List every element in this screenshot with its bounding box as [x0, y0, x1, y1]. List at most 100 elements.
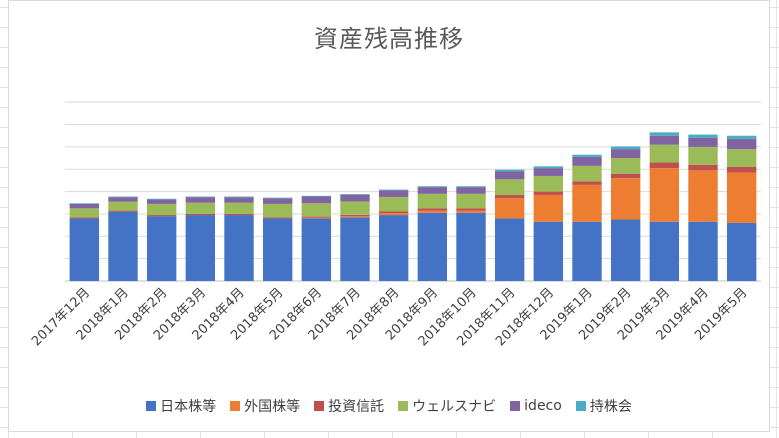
bar-segment-外国株等 — [378, 213, 409, 216]
bar-segment-外国株等 — [649, 168, 680, 222]
bar-segment-ウェルスナビ — [224, 202, 254, 214]
bar-segment-日本株等 — [378, 215, 409, 281]
bar-segment-外国株等 — [533, 194, 564, 222]
bar-segment-日本株等 — [185, 215, 216, 281]
bar-segment-ideco — [69, 203, 100, 209]
legend-item: 投資信託 — [314, 396, 384, 416]
bar-segment-持株会 — [108, 196, 138, 198]
bar-segment-持株会 — [726, 135, 757, 140]
bar-segment-日本株等 — [494, 218, 525, 281]
bar-segment-ideco — [494, 171, 525, 180]
bar-segment-投資信託 — [417, 208, 448, 211]
legend-swatch — [314, 401, 325, 411]
bar-segment-日本株等 — [649, 221, 680, 281]
legend-swatch — [510, 401, 521, 411]
bar-segment-日本株等 — [262, 218, 293, 281]
bar-segment-投資信託 — [108, 210, 138, 212]
bar-segment-投資信託 — [688, 164, 718, 171]
legend-label: 投資信託 — [328, 399, 385, 415]
bar-segment-ウェルスナビ — [688, 146, 718, 165]
bar-segment-外国株等 — [301, 217, 332, 219]
bar-segment-日本株等 — [688, 221, 718, 281]
bar-segment-ウェルスナビ — [69, 208, 100, 218]
bar-segment-投資信託 — [533, 191, 564, 195]
bar-segment-ウェルスナビ — [340, 201, 370, 215]
bar-segment-投資信託 — [301, 216, 332, 218]
bar-segment-ideco — [262, 198, 293, 204]
chart-plot: 2017年12月2018年1月2018年2月2018年3月2018年4月2018… — [29, 101, 761, 349]
bar-segment-投資信託 — [456, 208, 486, 211]
bar-segment-ideco — [185, 197, 216, 203]
legend-label: 持株会 — [589, 399, 632, 415]
bar-segment-日本株等 — [726, 222, 757, 281]
bar-segment-外国株等 — [688, 170, 718, 222]
bar-segment-ideco — [572, 156, 602, 166]
bar-segment-投資信託 — [224, 213, 254, 216]
legend-item: ideco — [510, 396, 562, 416]
bar-segment-持株会 — [224, 196, 254, 198]
bar-segment-ideco — [340, 194, 370, 202]
legend-swatch — [146, 401, 157, 411]
bar-segment-日本株等 — [533, 221, 564, 281]
bar-segment-持株会 — [572, 154, 602, 157]
bar-segment-日本株等 — [572, 221, 602, 281]
legend-label: 日本株等 — [160, 399, 217, 415]
bar-segment-ウェルスナビ — [456, 193, 486, 209]
bar-segment-ウェルスナビ — [494, 179, 525, 195]
legend-label: ideco — [524, 398, 562, 414]
legend-swatch — [575, 401, 586, 411]
legend-swatch — [398, 401, 409, 411]
bar-segment-日本株等 — [456, 212, 486, 281]
bar-segment-ウェルスナビ — [572, 165, 602, 182]
bar-segment-ウェルスナビ — [378, 196, 409, 212]
legend-item: 持株会 — [575, 396, 632, 416]
bar-segment-持株会 — [688, 134, 718, 138]
bar-segment-外国株等 — [456, 210, 486, 213]
bar-segment-投資信託 — [378, 211, 409, 214]
bar-segment-日本株等 — [610, 219, 641, 281]
bar-segment-持株会 — [494, 169, 525, 172]
chart-title: 資産残高推移 — [314, 25, 464, 53]
bar-segment-ideco — [146, 199, 177, 204]
bar-segment-ideco — [224, 197, 254, 203]
bar-segment-外国株等 — [572, 184, 602, 222]
bar-segment-ウェルスナビ — [726, 149, 757, 167]
bar-segment-ideco — [688, 137, 718, 147]
bar-segment-外国株等 — [417, 210, 448, 213]
bar-segment-ウェルスナビ — [108, 201, 138, 211]
bar-segment-持株会 — [417, 186, 448, 188]
bar-segment-ウェルスナビ — [146, 203, 177, 216]
bar-segment-持株会 — [301, 195, 332, 197]
bar-segment-ウェルスナビ — [301, 203, 332, 217]
bar-segment-ウェルスナビ — [533, 175, 564, 192]
bar-segment-日本株等 — [340, 217, 370, 281]
bar-segment-持株会 — [185, 196, 216, 198]
bar-segment-日本株等 — [146, 216, 177, 281]
bar-segment-ideco — [378, 190, 409, 197]
bar-segment-持株会 — [456, 186, 486, 188]
bar-segment-持株会 — [378, 189, 409, 191]
bar-segment-外国株等 — [610, 178, 641, 220]
bar-segment-投資信託 — [610, 173, 641, 179]
bar-segment-日本株等 — [224, 215, 254, 281]
bar-segment-外国株等 — [726, 172, 757, 223]
bar-segment-投資信託 — [146, 215, 177, 217]
bar-segment-ウェルスナビ — [417, 193, 448, 209]
chart-area[interactable]: 資産残高推移 2017年12月 2018年1月 2018年2月 2018年3月 2018… — [8, 0, 770, 432]
bar-segment-ideco — [108, 197, 138, 202]
bar-segment-ウェルスナビ — [649, 144, 680, 163]
bar-segment-ideco — [301, 196, 332, 204]
bar-segment-外国株等 — [494, 198, 525, 219]
bar-segment-ウェルスナビ — [185, 202, 216, 214]
bar-segment-ideco — [610, 149, 641, 159]
bar-segment-投資信託 — [572, 181, 602, 185]
bar-segment-投資信託 — [185, 213, 216, 216]
legend-item: ウェルスナビ — [398, 396, 496, 416]
legend-swatch — [230, 401, 241, 411]
bar-segment-投資信託 — [494, 194, 525, 199]
bar-segment-投資信託 — [340, 214, 370, 217]
bar-segment-投資信託 — [262, 217, 293, 219]
bar-segment-ideco — [533, 168, 564, 176]
bar-segment-ウェルスナビ — [262, 203, 293, 218]
bar-segment-持株会 — [146, 198, 177, 200]
